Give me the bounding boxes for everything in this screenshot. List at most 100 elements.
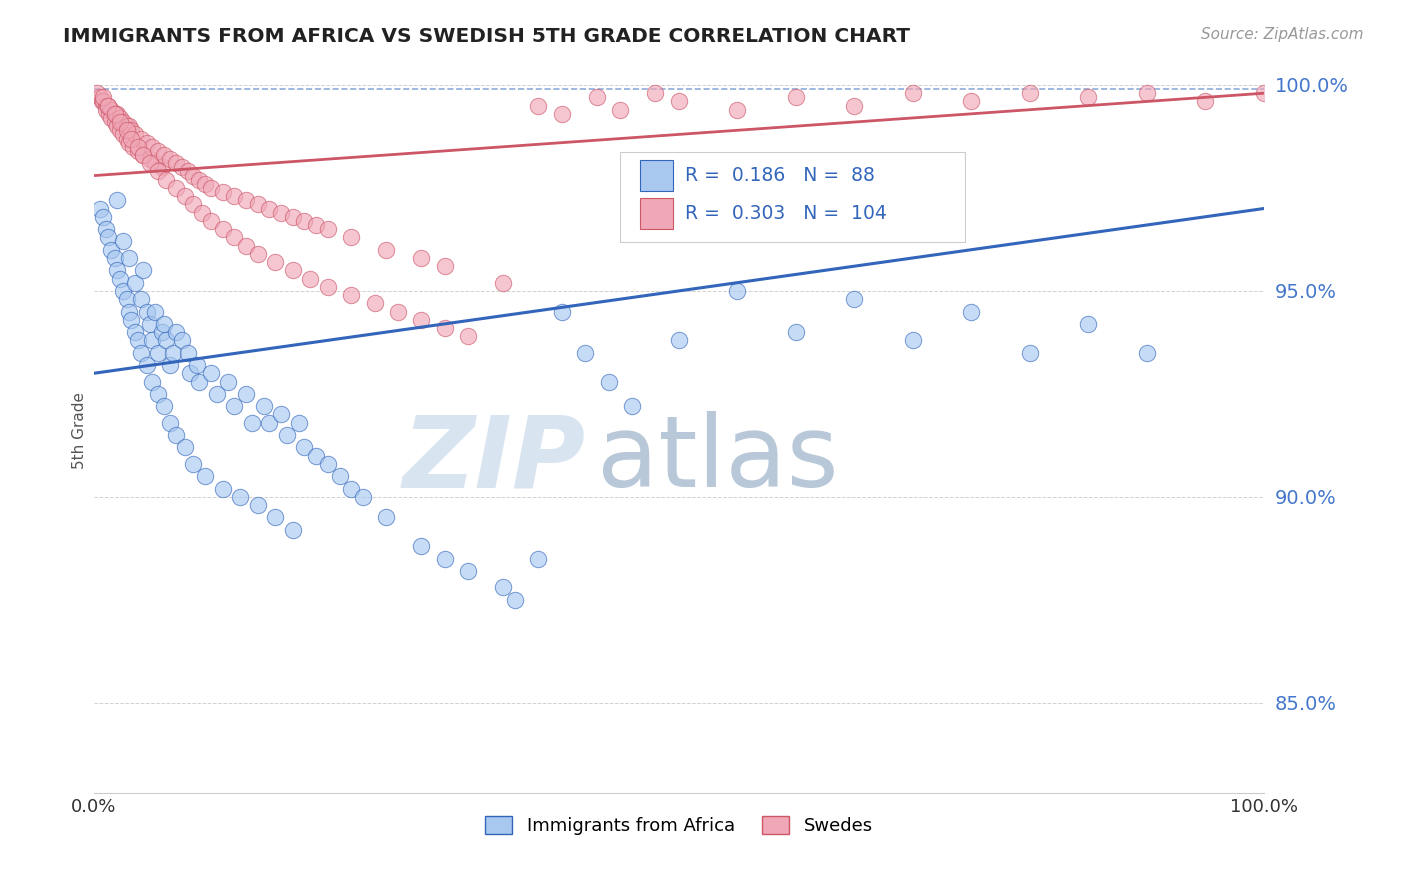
Point	[129, 345, 152, 359]
Point	[100, 103, 122, 117]
Point	[352, 490, 374, 504]
Point	[94, 222, 117, 236]
Point	[143, 304, 166, 318]
Point	[211, 185, 233, 199]
Point	[150, 161, 173, 175]
Point	[264, 510, 287, 524]
Point	[155, 334, 177, 348]
Point	[104, 107, 127, 121]
Point	[960, 304, 983, 318]
Text: R =  0.303   N =  104: R = 0.303 N = 104	[685, 204, 887, 223]
Point	[132, 148, 155, 162]
Point	[108, 111, 131, 125]
Point	[363, 296, 385, 310]
Point	[100, 111, 122, 125]
Point	[104, 251, 127, 265]
Point	[162, 345, 184, 359]
Point	[1136, 345, 1159, 359]
Point	[135, 136, 157, 150]
Point	[118, 119, 141, 133]
Point	[725, 284, 748, 298]
Point	[170, 161, 193, 175]
Point	[124, 325, 146, 339]
Point	[527, 98, 550, 112]
Point	[127, 144, 149, 158]
Point	[135, 358, 157, 372]
Point	[121, 140, 143, 154]
FancyBboxPatch shape	[620, 152, 966, 243]
Point	[89, 90, 111, 104]
Point	[141, 375, 163, 389]
Point	[1253, 87, 1275, 101]
Point	[97, 98, 120, 112]
Point	[1077, 317, 1099, 331]
Legend: Immigrants from Africa, Swedes: Immigrants from Africa, Swedes	[485, 815, 873, 835]
Point	[281, 523, 304, 537]
Point	[224, 399, 246, 413]
Point	[844, 292, 866, 306]
Point	[200, 214, 222, 228]
Point	[246, 498, 269, 512]
Point	[305, 218, 328, 232]
Point	[153, 148, 176, 162]
Point	[1018, 87, 1040, 101]
Text: IMMIGRANTS FROM AFRICA VS SWEDISH 5TH GRADE CORRELATION CHART: IMMIGRANTS FROM AFRICA VS SWEDISH 5TH GR…	[63, 27, 910, 45]
Point	[901, 334, 924, 348]
Point	[457, 329, 479, 343]
Point	[108, 271, 131, 285]
Point	[141, 140, 163, 154]
Point	[960, 95, 983, 109]
Point	[200, 181, 222, 195]
Point	[183, 457, 205, 471]
Point	[129, 292, 152, 306]
Point	[139, 317, 162, 331]
Point	[205, 387, 228, 401]
Text: atlas: atlas	[598, 411, 838, 508]
Point	[159, 416, 181, 430]
Point	[91, 210, 114, 224]
Text: ZIP: ZIP	[402, 411, 585, 508]
Point	[174, 189, 197, 203]
Point	[235, 387, 257, 401]
Point	[329, 469, 352, 483]
Point	[316, 280, 339, 294]
Point	[183, 197, 205, 211]
Point	[132, 148, 155, 162]
Point	[155, 172, 177, 186]
Point	[89, 202, 111, 216]
Point	[120, 312, 142, 326]
Point	[644, 87, 666, 101]
Point	[457, 564, 479, 578]
Point	[170, 334, 193, 348]
Point	[94, 98, 117, 112]
Point	[281, 210, 304, 224]
Point	[387, 304, 409, 318]
Point	[294, 214, 316, 228]
Point	[159, 152, 181, 166]
Point	[115, 131, 138, 145]
Point	[551, 107, 574, 121]
Point	[252, 399, 274, 413]
Point	[143, 156, 166, 170]
Point	[127, 140, 149, 154]
Point	[115, 123, 138, 137]
Point	[264, 255, 287, 269]
Point	[246, 247, 269, 261]
Point	[91, 90, 114, 104]
Point	[1077, 90, 1099, 104]
Point	[270, 408, 292, 422]
Point	[340, 230, 363, 244]
Point	[118, 304, 141, 318]
Point	[120, 123, 142, 137]
Point	[211, 482, 233, 496]
Point	[124, 276, 146, 290]
Point	[259, 416, 281, 430]
Point	[124, 128, 146, 142]
Point	[105, 107, 128, 121]
FancyBboxPatch shape	[640, 160, 673, 191]
Point	[118, 136, 141, 150]
Point	[112, 235, 135, 249]
Point	[112, 284, 135, 298]
Point	[183, 169, 205, 183]
Point	[281, 263, 304, 277]
